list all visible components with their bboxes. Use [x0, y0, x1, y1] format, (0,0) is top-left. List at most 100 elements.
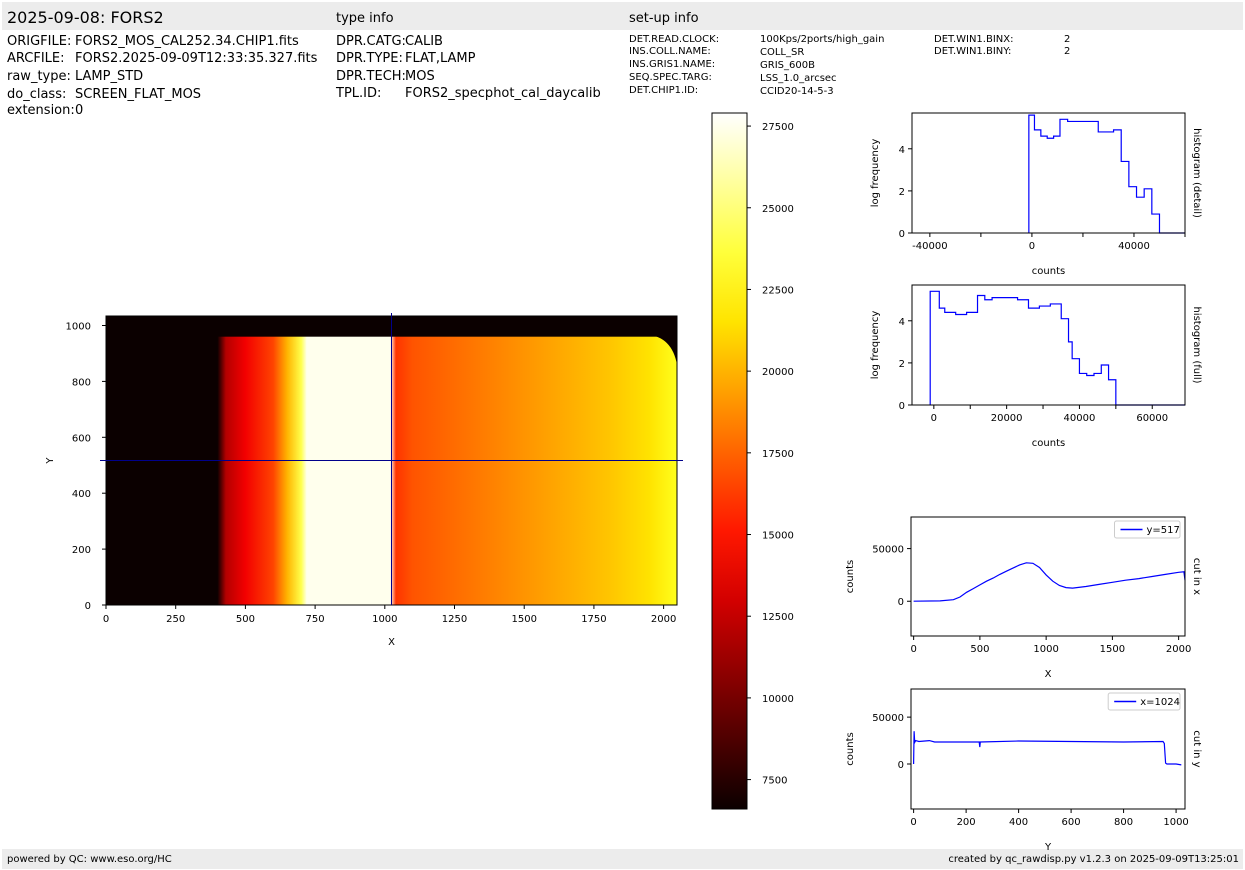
image-xtick-label: 1000 [372, 614, 397, 625]
type-info-value: MOS [405, 69, 435, 84]
cut-y-ytick-label: 50000 [872, 713, 904, 724]
image-xtick-label: 250 [166, 614, 185, 625]
type-info-key: DPR.TYPE: [336, 51, 403, 66]
hist-full-frame [911, 284, 1186, 406]
setup-info-value: 2 [1064, 34, 1071, 45]
image-dark-corner [646, 334, 677, 365]
file-info-value: FORS2_MOS_CAL252.34.CHIP1.fits [75, 34, 299, 49]
hist-full-ytick-label: 2 [899, 359, 905, 370]
cut-x-ytick-label: 50000 [872, 545, 904, 556]
cut-y-xlabel: Y [1044, 842, 1052, 853]
header-band [2, 2, 1243, 30]
setup-info-key: INS.GRIS1.NAME: [629, 59, 716, 70]
cut-x-ylabel: counts [845, 560, 856, 593]
colorbar [711, 112, 748, 810]
image-xtick-label: 2000 [651, 614, 676, 625]
hist-detail-ytick-label: 2 [899, 187, 905, 198]
cut-x-xtick-label: 1500 [1100, 644, 1125, 655]
page-title: 2025-09-08: FORS2 [7, 8, 164, 27]
cut-y-series-line [913, 731, 1182, 766]
setup-info-value: 100Kps/2ports/high_gain [760, 34, 885, 45]
footer-created: created by qc_rawdisp.py v1.2.3 on 2025-… [948, 854, 1239, 865]
image-xtick-label: 1500 [511, 614, 536, 625]
setup-info-key: SEQ.SPEC.TARG: [629, 72, 712, 83]
setup-info-heading: set-up info [629, 11, 699, 26]
hist-full-xtick-label: 40000 [1064, 413, 1096, 424]
colorbar-tick-label: 25000 [762, 204, 794, 215]
type-info-key: DPR.TECH: [336, 69, 406, 84]
cut-y-xtick-label: 200 [957, 817, 976, 828]
cut-x-xlabel: X [1045, 669, 1052, 680]
cut-x-xtick-label: 0 [910, 644, 916, 655]
cut-y-ylabel: counts [845, 732, 856, 765]
hist-full-ytick-label: 0 [899, 401, 905, 412]
file-info-key: do_class: [7, 87, 67, 102]
image-ylabel: Y [45, 457, 56, 465]
colorbar-tick-label: 17500 [762, 449, 794, 460]
cut-y-xtick-label: 800 [1114, 817, 1133, 828]
cut-y-xtick-label: 1000 [1163, 817, 1188, 828]
setup-info-value: CCID20-14-5-3 [760, 86, 834, 97]
image-xtick-label: 1250 [442, 614, 467, 625]
setup-info-key: DET.CHIP1.ID: [629, 85, 699, 96]
hist-detail-ytick-label: 0 [899, 229, 905, 240]
hist-detail-xtick-label: 0 [1029, 241, 1035, 252]
footer-band [2, 849, 1243, 869]
cut-x-frame [910, 516, 1186, 637]
cut-x-xtick-label: 1000 [1033, 644, 1058, 655]
cut-y-legend-label: x=1024 [1140, 697, 1180, 708]
hist-full-xtick-label: 0 [931, 413, 937, 424]
image-ytick-label: 200 [72, 545, 91, 556]
hist-full-ytick-label: 4 [899, 317, 905, 328]
cut-y-xtick-label: 600 [1062, 817, 1081, 828]
hist-full-xtick-label: 20000 [991, 413, 1023, 424]
setup-info-value: GRIS_600B [760, 60, 815, 71]
setup-info-value: COLL_SR [760, 47, 805, 58]
hist-full-title: histogram (full) [1191, 306, 1202, 383]
image-xtick-label: 750 [306, 614, 325, 625]
hist-detail-ytick-label: 4 [899, 145, 905, 156]
image-ytick-label: 800 [72, 377, 91, 388]
colorbar-tick-label: 7500 [762, 776, 787, 787]
cut-x-legend-label: y=517 [1147, 525, 1180, 536]
image-xtick-label: 1750 [581, 614, 606, 625]
file-info-value: 0 [75, 103, 84, 118]
file-info-value: LAMP_STD [75, 69, 144, 84]
colorbar-tick-label: 22500 [762, 285, 794, 296]
colorbar-tick-label: 20000 [762, 367, 794, 378]
colorbar-tick-label: 27500 [762, 122, 794, 133]
hist-detail-xlabel: counts [1032, 266, 1065, 277]
hist-full-series-line [929, 290, 1185, 406]
setup-info-key: DET.WIN1.BINY: [934, 46, 1012, 57]
file-info-key: raw_type: [7, 69, 71, 84]
cut-y-xtick-label: 0 [910, 817, 916, 828]
cut-y-title: cut in y [1191, 730, 1202, 767]
hist-detail-frame [911, 112, 1186, 234]
setup-info-value: 2 [1064, 46, 1071, 57]
setup-info-key: INS.COLL.NAME: [629, 46, 711, 57]
type-info-key: DPR.CATG: [336, 34, 406, 49]
image-ytick-label: 400 [72, 489, 91, 500]
type-info-value: FORS2_specphot_cal_daycalib [405, 86, 601, 101]
cut-x-xtick-label: 2000 [1166, 644, 1191, 655]
file-info-key: extension: [7, 103, 75, 118]
cut-y-ytick-label: 0 [898, 760, 904, 771]
type-info-key: TPL.ID: [336, 86, 382, 101]
image-xtick-label: 500 [236, 614, 255, 625]
setup-info-key: DET.WIN1.BINX: [934, 34, 1014, 45]
file-info-key: ORIGFILE: [7, 34, 72, 49]
file-info-key: ARCFILE: [7, 51, 65, 66]
cut-x-title: cut in x [1191, 558, 1202, 595]
image-ytick-label: 0 [85, 601, 91, 612]
cut-x-xtick-label: 500 [970, 644, 989, 655]
cut-x-ytick-label: 0 [898, 597, 904, 608]
image-ytick-label: 1000 [66, 322, 91, 333]
colorbar-tick-label: 15000 [762, 531, 794, 542]
colorbar-tick-label: 12500 [762, 612, 794, 623]
file-info-value: SCREEN_FLAT_MOS [75, 87, 202, 102]
hist-full-xlabel: counts [1032, 438, 1065, 449]
footer-credit: powered by QC: www.eso.org/HC [7, 854, 172, 865]
type-info-value: CALIB [405, 34, 443, 49]
hist-detail-title: histogram (detail) [1191, 128, 1202, 218]
